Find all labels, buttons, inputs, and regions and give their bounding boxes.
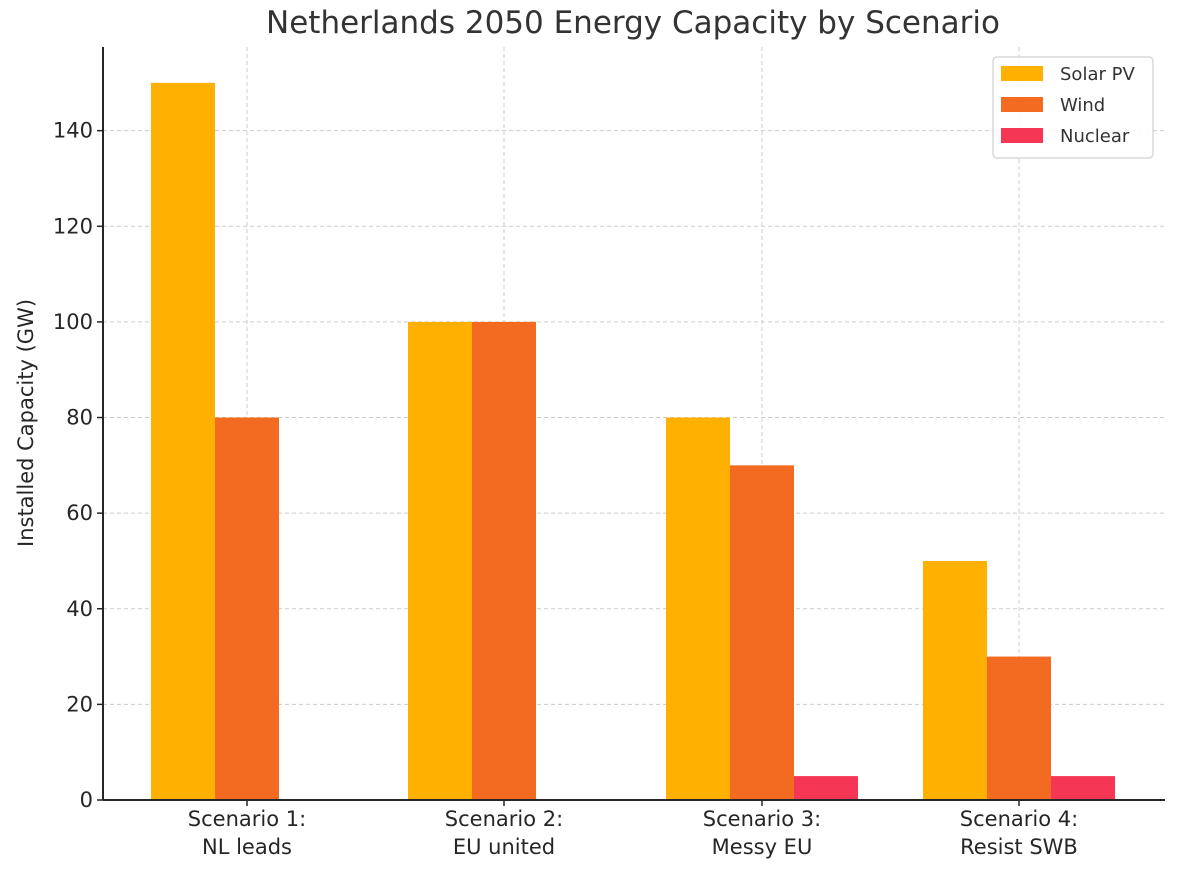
y-tick-label: 20 [66,692,93,716]
x-tick-label: EU united [453,835,555,859]
bar-solar-pv [923,560,987,800]
legend-label: Nuclear [1060,126,1130,147]
x-tick-label: Scenario 3: [703,807,821,831]
y-ticks: 0 20 40 60 80 100 120 140 [53,119,103,812]
bar-nuclear [794,776,858,800]
y-tick-label: 60 [66,501,93,525]
bars [151,82,1115,801]
legend-label: Wind [1060,95,1105,116]
bar-solar-pv [666,417,730,800]
y-tick-label: 100 [53,310,93,334]
bar-wind [730,465,794,800]
bar-wind [472,321,536,800]
x-tick-label: NL leads [202,835,292,859]
bar-wind [987,656,1051,800]
legend-swatch [1001,97,1043,112]
x-tick-label: Scenario 4: [960,807,1078,831]
y-tick-label: 120 [53,214,93,238]
x-ticks: Scenario 1: NL leads Scenario 2: EU united S… [188,800,1078,859]
axes [102,47,1165,801]
legend-label: Solar PV [1060,64,1135,85]
y-axis-label: Installed Capacity (GW) [14,299,38,547]
y-tick-label: 140 [53,119,93,143]
x-tick-label: Scenario 2: [445,807,563,831]
x-tick-label: Scenario 1: [188,807,306,831]
y-tick-label: 0 [80,788,93,812]
bar-solar-pv [151,82,215,801]
bar-wind [215,417,279,800]
bar-solar-pv [408,321,472,800]
y-tick-label: 40 [66,597,93,621]
chart-title: Netherlands 2050 Energy Capacity by Scen… [266,5,1000,41]
x-tick-label: Resist SWB [960,835,1078,859]
legend: Solar PV Wind Nuclear [992,56,1154,159]
x-tick-label: Messy EU [712,835,813,859]
grid-lines [103,47,1165,800]
legend-swatch [1001,66,1043,81]
bar-nuclear [1051,776,1115,800]
legend-swatch [1001,128,1043,143]
y-tick-label: 80 [66,406,93,430]
